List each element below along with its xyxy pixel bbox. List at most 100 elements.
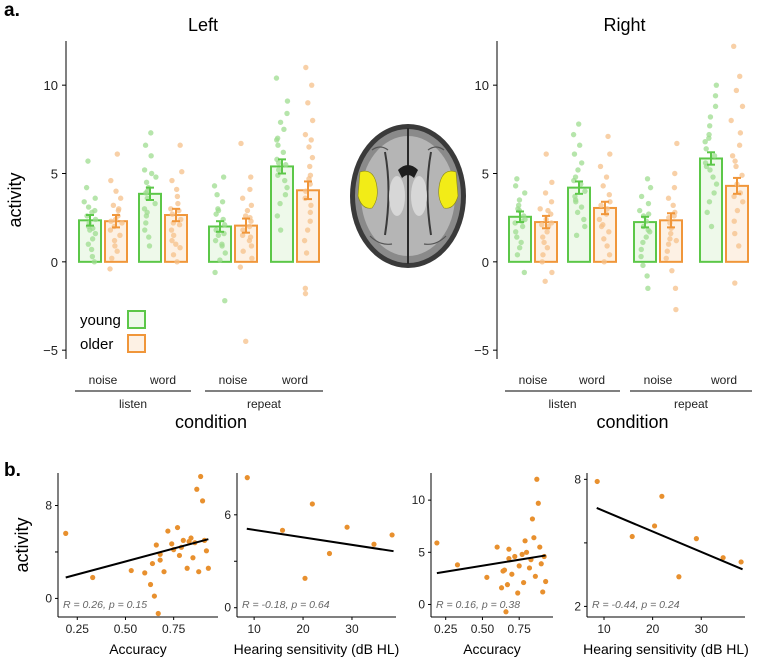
panel-a-label: a. (4, 0, 20, 21)
regression-line (246, 527, 394, 553)
y-tick-label: 5 (51, 167, 58, 182)
data-point-young (148, 130, 154, 136)
data-point-young (706, 199, 713, 205)
data-point (494, 544, 500, 550)
data-point (454, 562, 461, 568)
y-tick-label: 0 (45, 591, 52, 605)
data-point-young (707, 114, 714, 120)
data-point-older (736, 142, 743, 148)
data-point-older (736, 243, 742, 249)
data-point (205, 565, 211, 571)
data-point-older (540, 234, 546, 240)
data-point-young (521, 269, 528, 276)
data-point (153, 542, 159, 548)
data-point (169, 541, 175, 547)
data-point-young (578, 160, 585, 166)
data-point-young (645, 285, 651, 292)
x-axis-label: Accuracy (109, 641, 167, 657)
data-point-older (113, 188, 119, 194)
data-point (534, 476, 540, 482)
data-point (157, 557, 163, 563)
data-point (738, 559, 744, 565)
data-point-older (543, 151, 549, 157)
data-point-young (516, 197, 523, 203)
x-category-label: word (710, 373, 737, 387)
data-point (190, 555, 196, 561)
stats-annotation: R = 0.26, p = 0.15 (63, 599, 147, 611)
data-point-young (515, 206, 521, 212)
data-point (532, 573, 538, 579)
data-point-older (302, 290, 309, 297)
data-point-older (537, 206, 543, 212)
data-point (531, 535, 537, 541)
data-point-older (240, 227, 246, 233)
data-point-young (141, 167, 148, 173)
data-point-older (731, 218, 737, 224)
data-point-older (667, 236, 673, 242)
x-tick-label: 0.75 (162, 622, 186, 636)
x-tick-label: 0.25 (66, 622, 90, 636)
data-point-young (92, 216, 99, 223)
data-point-young (219, 199, 226, 205)
y-tick-label: 0 (418, 597, 425, 611)
data-point-older (243, 338, 249, 345)
data-point-young (284, 110, 290, 117)
data-point-older (673, 306, 679, 313)
data-point-older (175, 200, 181, 207)
data-point (515, 590, 521, 596)
data-point-young (636, 207, 643, 214)
y-tick-label: 0 (224, 601, 231, 615)
data-point (90, 574, 96, 581)
data-point-older (174, 259, 180, 265)
legend-swatch-older (127, 334, 146, 353)
data-point (720, 555, 726, 561)
group-label: listen (119, 397, 147, 411)
x-category-label: noise (519, 373, 548, 387)
data-point-young (143, 220, 149, 226)
data-point-older (539, 222, 545, 228)
data-point-young (283, 161, 289, 168)
data-point-older (309, 117, 316, 124)
data-point-older (737, 130, 744, 136)
data-point-older (672, 170, 678, 177)
x-axis-label: Hearing sensitivity (dB HL) (583, 641, 749, 657)
data-point-older (249, 255, 255, 261)
y-axis-label: activity (12, 517, 32, 572)
data-point-young (217, 257, 223, 263)
data-point-young (277, 227, 284, 233)
data-point (196, 569, 202, 575)
data-point-young (92, 195, 98, 201)
data-point-older (664, 248, 670, 254)
data-point-older (308, 202, 314, 208)
data-point-young (211, 183, 218, 189)
data-point (434, 540, 440, 546)
data-point-older (306, 176, 312, 182)
y-tick-label: 5 (418, 545, 425, 559)
data-point-older (674, 140, 680, 147)
data-point-young (581, 216, 587, 223)
x-category-label: noise (219, 373, 248, 387)
data-point-young (282, 192, 289, 198)
brain-axial-slice-image (350, 124, 466, 268)
data-point-young (90, 225, 96, 231)
data-point-young (85, 241, 92, 247)
data-point (279, 527, 286, 533)
data-point-older (114, 248, 120, 254)
regression-line (596, 507, 743, 571)
data-point-older (237, 264, 244, 270)
data-point-older (305, 100, 311, 106)
data-point-older (302, 131, 309, 138)
legend-label-older: older (80, 336, 113, 353)
data-point (521, 579, 527, 586)
data-point-young (89, 236, 96, 242)
data-point (244, 475, 250, 481)
chart-title: Left (188, 15, 218, 35)
data-point-young (274, 213, 281, 219)
data-point-young (575, 167, 581, 173)
y-tick-label: 6 (224, 508, 231, 522)
data-point (501, 567, 508, 573)
x-category-label: noise (89, 373, 118, 387)
data-point-young (708, 223, 715, 230)
data-point-young (711, 153, 718, 159)
data-point-young (275, 167, 282, 173)
